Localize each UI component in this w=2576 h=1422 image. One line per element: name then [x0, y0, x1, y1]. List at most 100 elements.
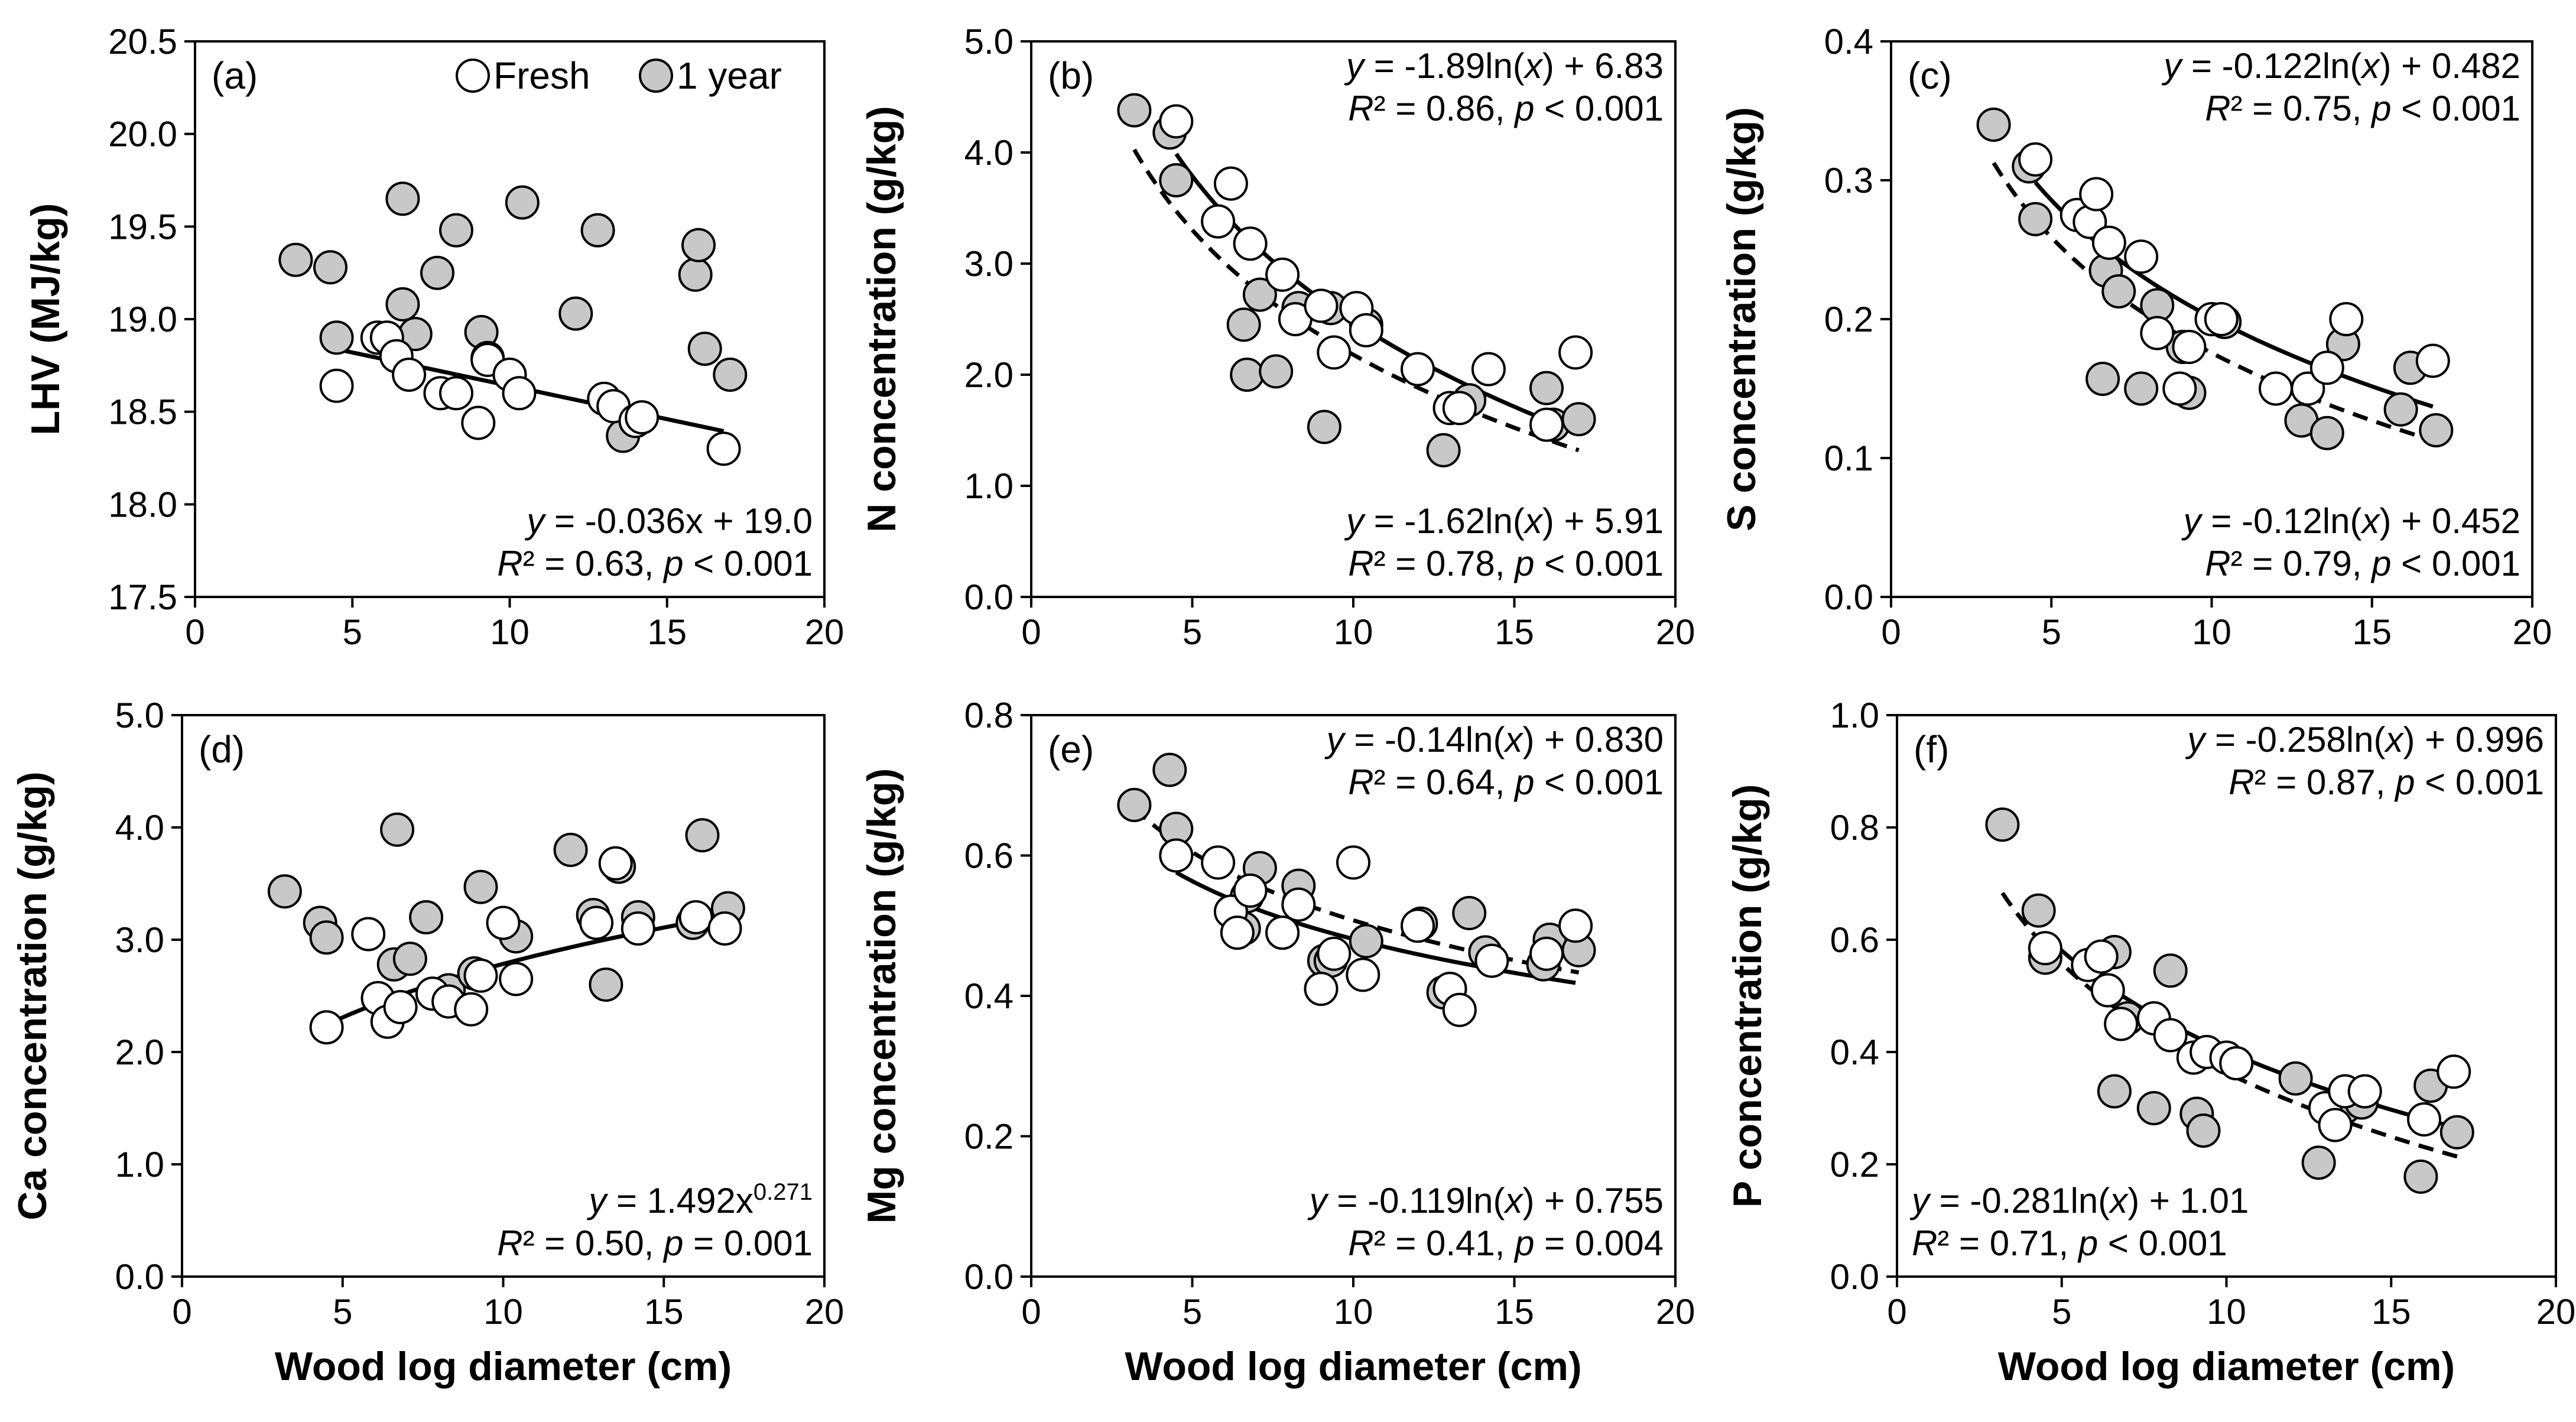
data-point-aged-b [1561, 402, 1596, 437]
fit-equation-f: y = -0.281ln(x) + 1.01 [1909, 1181, 2249, 1220]
fit-equation-b: y = -1.89ln(x) + 6.83 [1344, 46, 1664, 86]
y-tick-label-a: 18.5 [108, 392, 177, 432]
data-point-fresh-e [1442, 992, 1477, 1027]
data-point-fresh-e [1558, 908, 1593, 943]
data-point-fresh-e [1220, 915, 1255, 950]
data-point-fresh-f [2407, 1102, 2441, 1137]
y-tick-label-d: 4.0 [115, 808, 164, 848]
panel-label-a: (a) [212, 54, 258, 97]
fit-line-aged-c [1992, 161, 2437, 444]
x-tick-label-e: 10 [1334, 1292, 1373, 1332]
x-tick-label-a: 20 [805, 612, 844, 652]
data-point-fresh-c [2415, 343, 2450, 378]
data-point-fresh-e [1281, 887, 1316, 922]
fit-equation-c: y = -0.12ln(x) + 0.452 [2181, 501, 2520, 541]
data-point-fresh-d [598, 846, 633, 881]
x-tick-label-a: 15 [647, 612, 687, 652]
data-point-aged-a [505, 185, 540, 220]
data-point-fresh-e [1529, 936, 1564, 971]
data-point-fresh-f [2084, 939, 2119, 974]
data-point-fresh-a [392, 358, 427, 392]
data-point-fresh-b [1304, 288, 1339, 323]
data-point-aged-a [385, 181, 420, 216]
data-point-fresh-e [1265, 915, 1300, 950]
fit-equation-e: y = -0.14ln(x) + 0.830 [1324, 720, 1664, 759]
data-point-aged-d [380, 812, 415, 847]
fit-stats-f: R² = 0.87, p < 0.001 [2229, 762, 2544, 802]
y-tick-label-a: 20.5 [108, 22, 177, 61]
panel-b: (b) N concentration (g/kg) 0.0 1.0 2.0 3.0 4… [859, 22, 1695, 652]
panel-f: (f) P concentration (g/kg) Wood log diam… [1725, 696, 2575, 1389]
data-point-fresh-f [2437, 1054, 2471, 1089]
data-point-fresh-e [1346, 957, 1380, 992]
data-point-aged-f [2301, 1145, 2336, 1180]
data-point-aged-e [1452, 895, 1487, 930]
data-point-fresh-b [1213, 166, 1248, 201]
y-tick-label-e: 0.4 [964, 976, 1013, 1016]
data-point-aged-b [1307, 410, 1341, 444]
y-tick-label-d: 1.0 [115, 1145, 164, 1184]
y-tick-label-e: 0.6 [964, 836, 1013, 876]
fit-stats-e: R² = 0.41, p = 0.004 [1348, 1223, 1664, 1263]
data-point-aged-a [678, 257, 713, 292]
y-tick-label-f: 0.4 [1830, 1033, 1879, 1072]
data-point-aged-b [1117, 93, 1152, 128]
data-point-fresh-b [1317, 335, 1352, 370]
y-tick-label-d: 2.0 [115, 1033, 164, 1072]
data-point-fresh-f [2028, 931, 2062, 966]
data-point-aged-a [278, 242, 313, 277]
data-point-fresh-d [351, 917, 386, 952]
data-point-fresh-a [319, 368, 354, 403]
data-point-fresh-b [1159, 104, 1194, 139]
data-point-aged-f [1985, 807, 2020, 842]
data-point-fresh-f [2104, 1007, 2139, 1041]
data-point-aged-e [1117, 788, 1152, 822]
data-point-fresh-b [1529, 407, 1564, 442]
data-point-fresh-c [2259, 371, 2293, 406]
data-point-fresh-b [1471, 352, 1506, 387]
x-tick-label-f: 20 [2536, 1292, 2576, 1332]
fit-stats-b: R² = 0.78, p < 0.001 [1348, 544, 1664, 583]
data-point-fresh-d [454, 992, 489, 1027]
data-point-fresh-e [1401, 908, 1435, 943]
data-point-fresh-b [1233, 226, 1268, 261]
x-tick-label-f: 15 [2372, 1292, 2411, 1332]
data-point-fresh-a [625, 400, 660, 435]
data-point-fresh-d [309, 1010, 344, 1045]
data-point-fresh-c [2091, 225, 2126, 260]
panel-label-f: (f) [1914, 728, 1949, 771]
data-point-aged-a [319, 320, 354, 355]
y-tick-label-e: 0.2 [964, 1117, 1013, 1157]
data-point-fresh-d [707, 911, 742, 946]
y-tick-label-d: 0.0 [115, 1257, 164, 1297]
data-point-aged-a [681, 228, 716, 262]
data-point-fresh-d [621, 911, 655, 946]
data-point-aged-b [1226, 307, 1261, 342]
y-axis-label-c: S concentration (g/kg) [1719, 107, 1764, 531]
data-point-aged-d [409, 900, 444, 934]
data-point-fresh-d [579, 905, 614, 940]
data-point-aged-f [2439, 1115, 2474, 1150]
data-point-aged-c [2018, 202, 2053, 236]
fit-equation-a: y = -0.036x + 19.0 [524, 501, 813, 541]
data-point-fresh-f [2090, 973, 2125, 1008]
data-point-fresh-f [2347, 1074, 2382, 1109]
x-tick-label-c: 10 [2192, 612, 2231, 652]
y-tick-label-c: 0.2 [1824, 300, 1873, 339]
x-tick-label-c: 15 [2352, 612, 2392, 652]
data-point-aged-c [1976, 108, 2011, 142]
data-point-fresh-d [678, 900, 713, 934]
data-point-aged-e [1349, 924, 1383, 959]
data-point-aged-f [2136, 1091, 2171, 1125]
y-tick-label-c: 0.4 [1824, 22, 1873, 61]
data-point-fresh-a [439, 376, 473, 411]
fit-stats-c: R² = 0.79, p < 0.001 [2205, 544, 2520, 583]
data-point-fresh-f [2219, 1046, 2254, 1080]
y-tick-label-a: 17.5 [108, 577, 177, 617]
x-tick-label-b: 5 [1183, 612, 1202, 652]
y-tick-label-c: 0.0 [1824, 577, 1873, 617]
data-point-aged-f [2021, 893, 2056, 928]
y-tick-label-f: 0.8 [1830, 808, 1879, 848]
data-point-aged-c [2309, 415, 2344, 450]
